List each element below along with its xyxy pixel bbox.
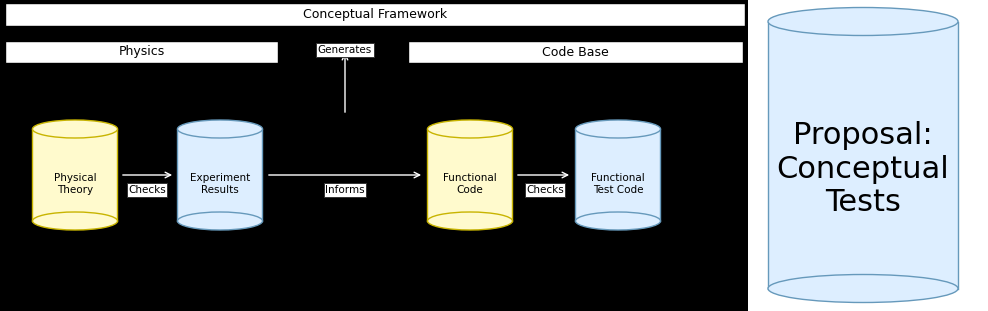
Ellipse shape	[768, 7, 958, 35]
Text: Informs: Informs	[325, 185, 365, 195]
Ellipse shape	[428, 120, 513, 138]
Text: Generates: Generates	[318, 45, 372, 55]
Text: Conceptual Framework: Conceptual Framework	[303, 8, 447, 21]
Ellipse shape	[428, 212, 513, 230]
Ellipse shape	[33, 212, 118, 230]
Ellipse shape	[33, 120, 118, 138]
Text: Functional
Code: Functional Code	[444, 173, 497, 195]
Bar	[408, 41, 743, 63]
Text: Code Base: Code Base	[542, 45, 609, 58]
Ellipse shape	[575, 212, 661, 230]
Text: Experiment
Results: Experiment Results	[190, 173, 250, 195]
Ellipse shape	[178, 212, 263, 230]
Ellipse shape	[575, 120, 661, 138]
Ellipse shape	[178, 120, 263, 138]
Text: Functional
Test Code: Functional Test Code	[591, 173, 645, 195]
Text: Checks: Checks	[128, 185, 166, 195]
Bar	[428, 129, 513, 221]
Text: Physics: Physics	[119, 45, 165, 58]
Bar	[33, 129, 118, 221]
Bar	[5, 3, 745, 26]
Text: Proposal:
Conceptual
Tests: Proposal: Conceptual Tests	[777, 121, 949, 217]
Text: Physical
Theory: Physical Theory	[53, 173, 96, 195]
Bar	[748, 0, 988, 311]
Ellipse shape	[768, 275, 958, 303]
Bar	[178, 129, 263, 221]
Text: Checks: Checks	[527, 185, 564, 195]
Bar	[5, 41, 278, 63]
Bar	[575, 129, 661, 221]
Bar	[768, 21, 958, 289]
